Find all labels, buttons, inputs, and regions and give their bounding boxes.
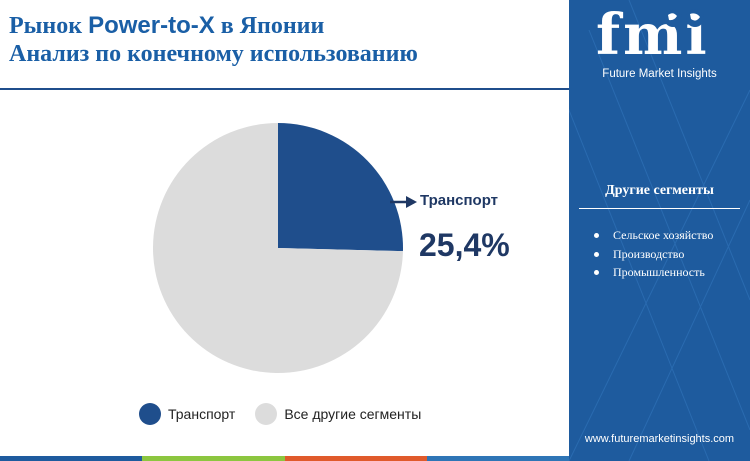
legend-label-transport: Транспорт — [168, 406, 236, 422]
website-url: www.futuremarketinsights.com — [584, 433, 735, 445]
logo-subtitle: Future Market Insights — [602, 68, 717, 80]
sidebar: fmi Future Market Insights Другие сегмен… — [569, 0, 750, 461]
segment-item-agriculture: Сельское хозяйство — [591, 226, 713, 245]
sidebar-heading: Другие сегменты — [605, 183, 714, 198]
sidebar-divider — [579, 208, 740, 209]
segment-list: Сельское хозяйство Производство Промышле… — [591, 226, 713, 282]
bottom-bar-segment — [0, 456, 143, 461]
legend-label-other: Все другие сегменты — [284, 406, 422, 422]
pie-chart — [153, 123, 403, 373]
callout-value: 25,4% — [419, 227, 510, 263]
title-divider — [0, 88, 569, 90]
pie-slice-other — [153, 123, 403, 373]
bottom-bar-segment — [142, 456, 285, 461]
bottom-bar-segment — [426, 456, 569, 461]
legend-item-other: Все другие сегменты — [255, 403, 421, 425]
legend-item-transport: Транспорт — [139, 403, 235, 425]
segment-item-industry: Промышленность — [591, 263, 713, 282]
callout-label: Транспорт — [420, 192, 499, 209]
segment-item-manufacturing: Производство — [591, 245, 713, 264]
globe-icon — [664, 9, 704, 27]
title-line-2: Анализ по конечному использованию — [9, 41, 418, 67]
bottom-bar-segment — [284, 456, 427, 461]
title-line-1: Рынок Power-to-X в Японии — [9, 12, 564, 40]
title-suffix: в Японии — [214, 13, 325, 39]
title-brand: Power-to-X — [88, 12, 215, 39]
chart-legend: Транспорт Все другие сегменты — [139, 402, 441, 426]
sidebar-pattern — [569, 0, 750, 461]
bottom-color-bar — [0, 456, 569, 461]
title-prefix: Рынок — [9, 13, 89, 39]
pie-slice-transport — [278, 123, 403, 252]
chart-title: Рынок Power-to-X в Японии Анализ по коне… — [9, 12, 564, 68]
callout-arrow-icon — [390, 196, 417, 208]
pie-slices — [153, 123, 403, 373]
legend-swatch-other — [255, 403, 278, 425]
legend-swatch-transport — [139, 403, 161, 425]
